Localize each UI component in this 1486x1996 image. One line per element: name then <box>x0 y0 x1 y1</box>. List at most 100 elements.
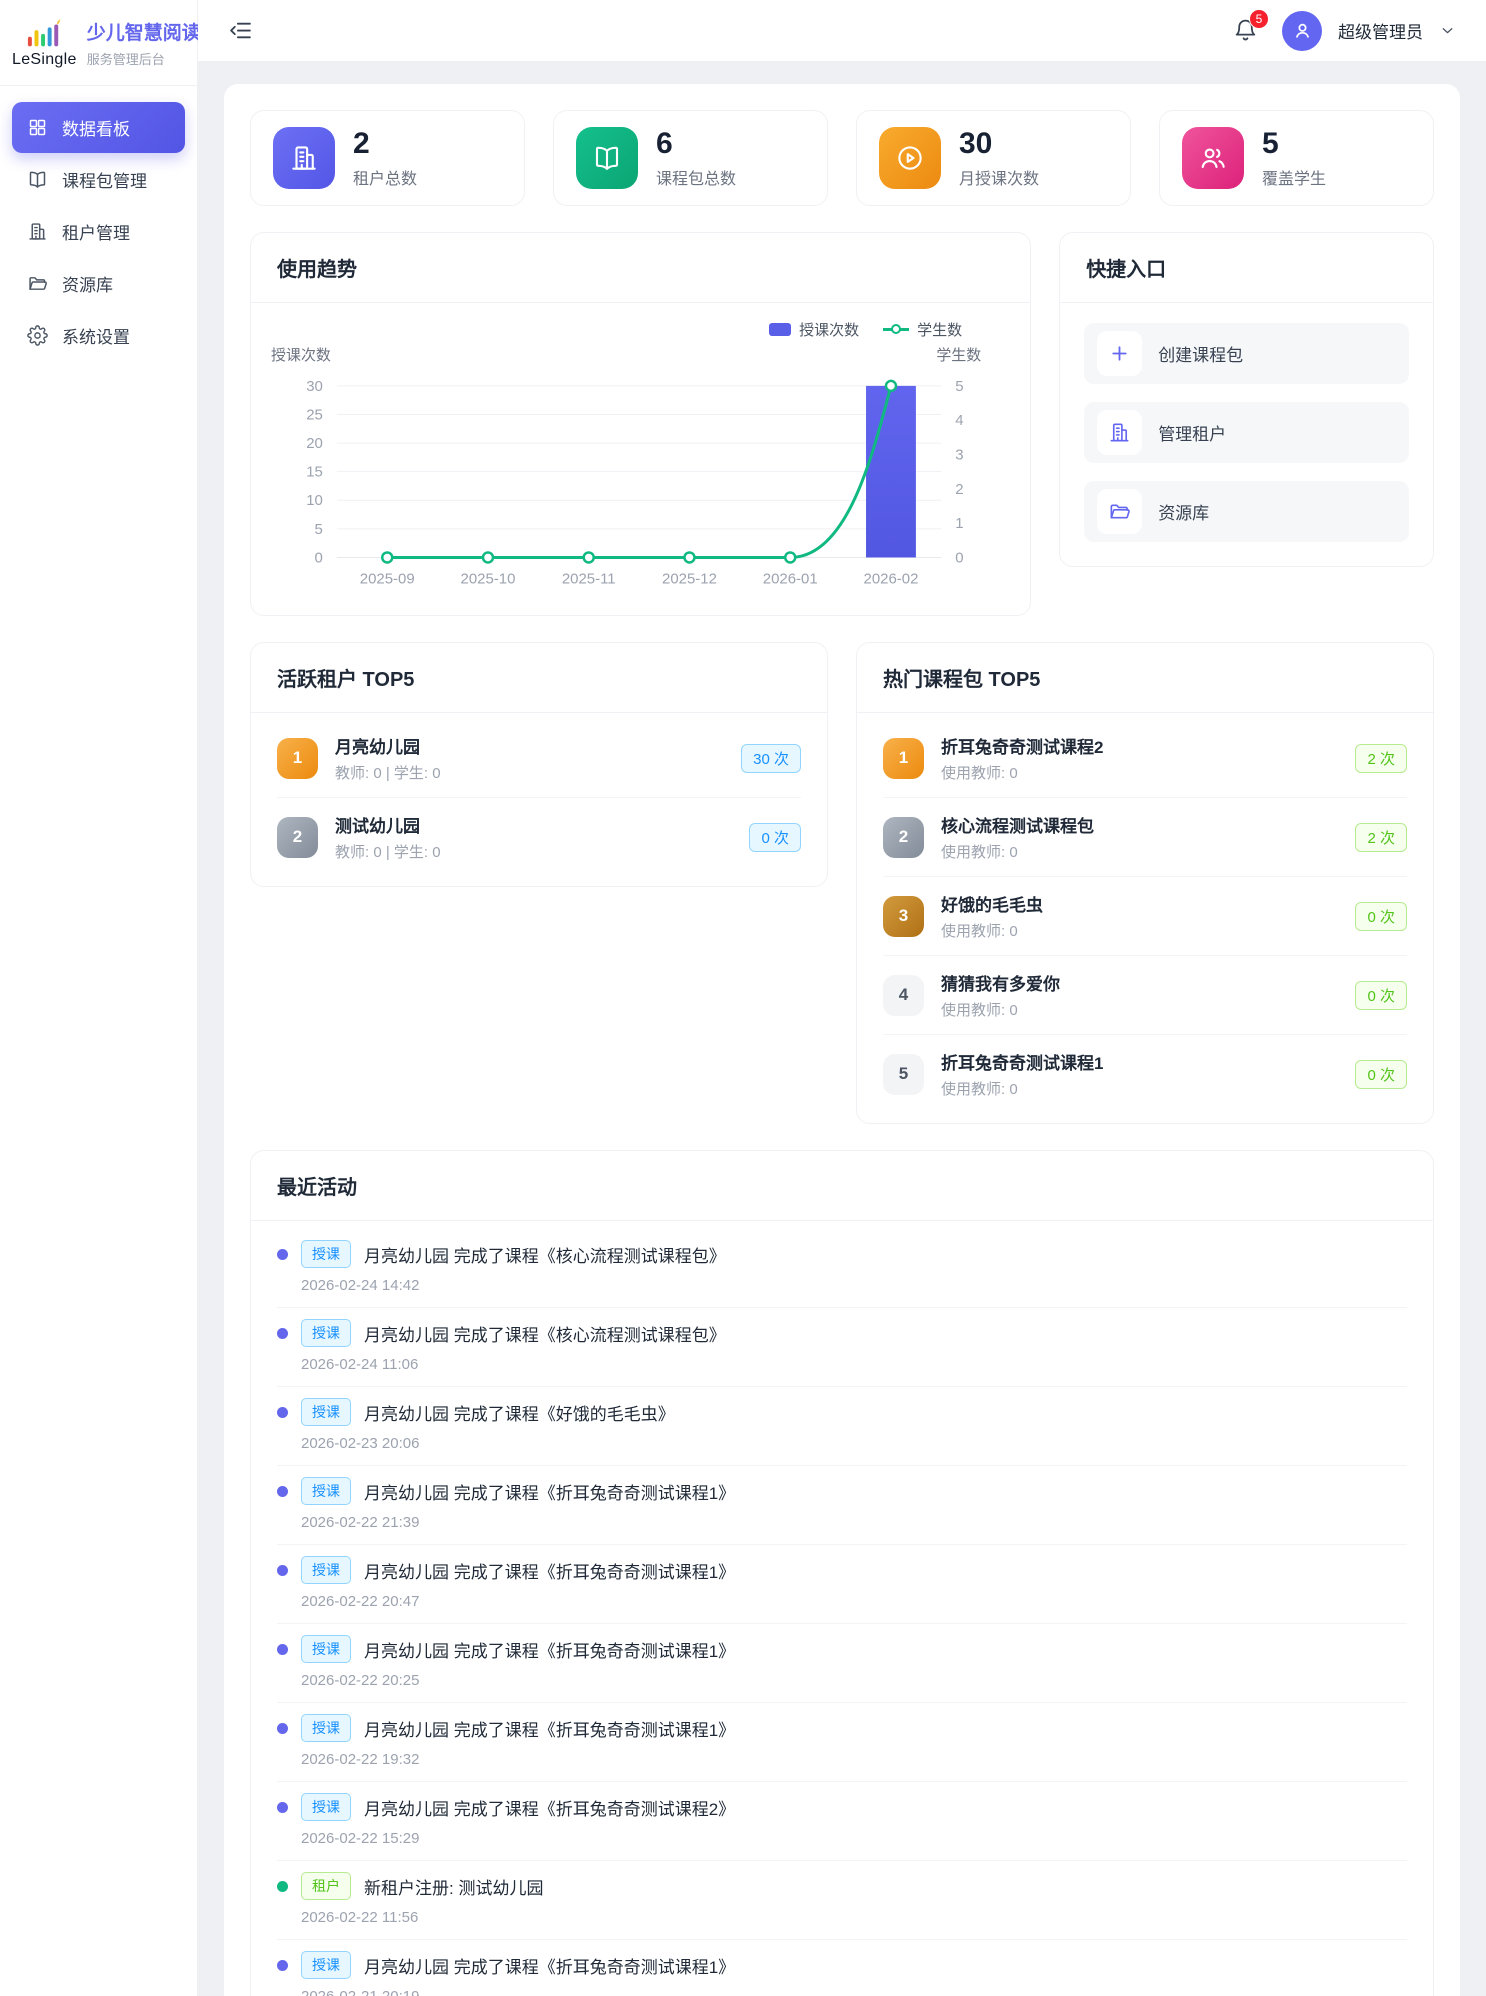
rank-meta: 教师: 0 | 学生: 0 <box>335 765 441 783</box>
quick-entry-title: 快捷入口 <box>1086 259 1167 281</box>
activity-time: 2026-02-22 19:32 <box>301 1751 420 1769</box>
chart-legend: 授课次数 学生数 <box>271 303 1010 340</box>
usage-trend-header: 使用趋势 <box>251 233 1031 303</box>
legend-item-bar[interactable]: 授课次数 <box>769 319 859 340</box>
chevron-down-icon[interactable] <box>1439 22 1456 39</box>
active-tenants-card: 活跃租户 TOP5 1 月亮幼儿园 教师: 0 | 学生: 0 30 次 2 测… <box>250 642 828 888</box>
sidebar-item-label: 租户管理 <box>62 224 130 243</box>
quick-entry-card: 快捷入口 创建课程包 管理租户 资源库 <box>1059 232 1434 567</box>
rank-item: 2 测试幼儿园 教师: 0 | 学生: 0 0 次 <box>277 798 801 876</box>
dashboard-icon <box>27 117 48 138</box>
sidebar: LeSingle 少儿智慧阅读 服务管理后台 数据看板 课程包管理 租户管理 资源库系… <box>0 0 201 1996</box>
stat-card: 30 月授课次数 <box>856 110 1131 206</box>
stat-value: 2 <box>353 127 370 160</box>
svg-text:20: 20 <box>306 435 323 452</box>
quick-entry-item[interactable]: 创建课程包 <box>1084 323 1409 384</box>
rank-badge: 2 <box>883 816 924 858</box>
brand-logo-icon <box>24 18 64 50</box>
svg-text:2026-01: 2026-01 <box>763 570 818 587</box>
activity-tag: 授课 <box>301 1240 351 1269</box>
rank-name: 好饿的毛毛虫 <box>941 896 1043 916</box>
activity-time: 2026-02-24 14:42 <box>301 1277 420 1295</box>
dashboard-container: 2 租户总数 6 课程包总数 30 月授课次数 5 覆盖学生 使用趋势 <box>224 84 1460 1996</box>
recent-activity-header: 最近活动 <box>251 1151 1433 1222</box>
sidebar-item-course-packages[interactable]: 课程包管理 <box>12 154 185 205</box>
activity-dot <box>277 1722 288 1734</box>
sidebar-item-tenants[interactable]: 租户管理 <box>12 206 185 257</box>
activity-dot <box>277 1485 288 1497</box>
activity-text: 月亮幼儿园 完成了课程《折耳兔奇奇测试课程1》 <box>364 1720 736 1740</box>
bar-series-swatch <box>769 323 792 336</box>
usage-trend-chart: 0 5 10 15 20 25 30 0 1 2 3 4 5 授课次数 学生数 2025-09 2025-10 2… <box>271 347 981 587</box>
activity-dot <box>277 1327 288 1339</box>
activity-tag: 授课 <box>301 1398 351 1427</box>
rank-name: 测试幼儿园 <box>335 817 420 837</box>
top5-row: 活跃租户 TOP5 1 月亮幼儿园 教师: 0 | 学生: 0 30 次 2 测… <box>250 642 1434 1125</box>
stat-value: 6 <box>656 127 673 160</box>
active-tenants-title: 活跃租户 TOP5 <box>277 669 415 692</box>
rank-meta: 使用教师: 0 <box>941 765 1018 783</box>
activity-tag: 授课 <box>301 1714 351 1743</box>
user-name: 超级管理员 <box>1338 23 1423 42</box>
activity-tag: 授课 <box>301 1319 351 1348</box>
brand-subtitle: 服务管理后台 <box>86 51 165 67</box>
sidebar-item-settings[interactable]: 系统设置 <box>12 310 185 361</box>
stat-card: 2 租户总数 <box>250 110 525 206</box>
stat-value: 30 <box>959 127 993 160</box>
stat-value: 5 <box>1262 127 1279 160</box>
activity-text: 月亮幼儿园 完成了课程《核心流程测试课程包》 <box>364 1325 726 1345</box>
sidebar-item-dashboard[interactable]: 数据看板 <box>12 102 185 153</box>
building-icon <box>273 127 335 189</box>
svg-text:0: 0 <box>955 549 963 566</box>
mid-row: 使用趋势 授课次数 学生数 <box>250 232 1434 617</box>
legend-item-line[interactable]: 学生数 <box>883 319 962 340</box>
hot-courses-header: 热门课程包 TOP5 <box>857 643 1433 714</box>
topbar: 5 超级管理员 <box>198 0 1486 62</box>
users-icon <box>1182 127 1244 189</box>
svg-text:1: 1 <box>955 515 963 532</box>
gear-icon <box>27 325 48 346</box>
sidebar-item-label: 系统设置 <box>62 328 130 347</box>
avatar[interactable] <box>1282 10 1322 51</box>
activity-dot <box>277 1564 288 1576</box>
book-icon <box>27 169 48 190</box>
usage-trend-title: 使用趋势 <box>277 259 357 281</box>
quick-entry-item[interactable]: 管理租户 <box>1084 402 1409 463</box>
activity-tag: 授课 <box>301 1951 351 1980</box>
svg-text:3: 3 <box>955 446 963 463</box>
activity-time: 2026-02-22 15:29 <box>301 1830 420 1848</box>
activity-tag: 授课 <box>301 1793 351 1822</box>
main-area: 5 超级管理员 2 租户总数 6 课程包总数 <box>198 0 1486 1996</box>
activity-time: 2026-02-24 11:06 <box>301 1356 419 1374</box>
rank-name: 月亮幼儿园 <box>335 738 420 758</box>
stat-card: 6 课程包总数 <box>553 110 828 206</box>
stat-label: 课程包总数 <box>656 171 737 188</box>
sidebar-item-resources[interactable]: 资源库 <box>12 258 185 309</box>
activity-time: 2026-02-22 11:56 <box>301 1909 419 1927</box>
brand-logo: LeSingle <box>12 18 77 68</box>
rank-item: 1 月亮幼儿园 教师: 0 | 学生: 0 30 次 <box>277 719 801 799</box>
count-badge: 0 次 <box>749 822 801 852</box>
notification-bell-icon[interactable]: 5 <box>1233 9 1269 43</box>
activity-time: 2026-02-21 20:19 <box>301 1988 1407 1996</box>
rank-item: 3 好饿的毛毛虫 使用教师: 0 0 次 <box>883 877 1407 957</box>
activity-dot <box>277 1880 288 1892</box>
quick-entry-item[interactable]: 资源库 <box>1084 481 1409 542</box>
sidebar-item-label: 数据看板 <box>62 120 130 139</box>
activity-text: 月亮幼儿园 完成了课程《折耳兔奇奇测试课程2》 <box>364 1799 736 1819</box>
svg-text:授课次数: 授课次数 <box>271 347 331 364</box>
rank-meta: 教师: 0 | 学生: 0 <box>335 844 441 862</box>
svg-text:0: 0 <box>315 549 323 566</box>
stat-label: 月授课次数 <box>959 171 1040 188</box>
activity-time: 2026-02-22 20:25 <box>301 1672 420 1690</box>
rank-item: 5 折耳兔奇奇测试课程1 使用教师: 0 0 次 <box>883 1035 1407 1113</box>
count-badge: 0 次 <box>1355 901 1407 931</box>
rank-item: 1 折耳兔奇奇测试课程2 使用教师: 0 2 次 <box>883 719 1407 799</box>
sidebar-collapse-icon[interactable] <box>228 18 253 43</box>
quick-entry-label: 管理租户 <box>1158 425 1227 444</box>
activity-dot <box>277 1643 288 1655</box>
svg-text:2025-12: 2025-12 <box>662 570 717 587</box>
content: 2 租户总数 6 课程包总数 30 月授课次数 5 覆盖学生 使用趋势 <box>198 62 1486 1996</box>
activity-dot <box>277 1801 288 1813</box>
legend-line-label: 学生数 <box>917 322 963 339</box>
